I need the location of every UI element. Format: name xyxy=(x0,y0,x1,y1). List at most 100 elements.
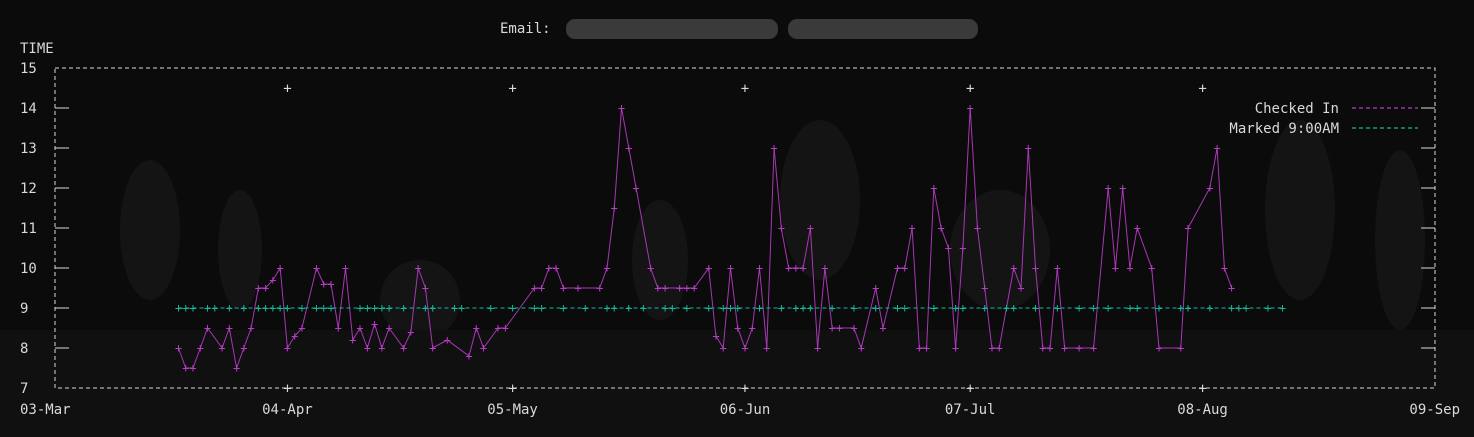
checked-in-point: + xyxy=(327,277,334,291)
marked-point: + xyxy=(1090,301,1097,315)
checked-in-point: + xyxy=(444,333,451,347)
marked-point: + xyxy=(320,301,327,315)
checked-in-point: + xyxy=(1206,181,1213,195)
marked-point: + xyxy=(981,301,988,315)
checked-in-point: + xyxy=(313,261,320,275)
checked-in-point: + xyxy=(1155,341,1162,355)
checked-in-point: + xyxy=(298,321,305,335)
checked-in-point: + xyxy=(756,261,763,275)
marked-point: + xyxy=(756,301,763,315)
checked-in-point: + xyxy=(1090,341,1097,355)
checked-in-point: + xyxy=(799,261,806,275)
marked-point: + xyxy=(422,301,429,315)
checked-in-point: + xyxy=(712,329,719,343)
x-tick-label: 08-Aug xyxy=(1177,402,1228,418)
checked-in-point: + xyxy=(821,261,828,275)
checked-in-point: + xyxy=(1061,341,1068,355)
checked-in-point: + xyxy=(778,221,785,235)
checked-in-point: + xyxy=(727,261,734,275)
checked-in-point: + xyxy=(277,261,284,275)
marked-point: + xyxy=(356,301,363,315)
marked-point: + xyxy=(364,301,371,315)
checked-in-point: + xyxy=(734,321,741,335)
checked-in-point: + xyxy=(320,277,327,291)
checked-in-point: + xyxy=(175,341,182,355)
marked-point: + xyxy=(298,301,305,315)
checked-in-point: + xyxy=(545,261,552,275)
marked-point: + xyxy=(640,301,647,315)
x-tick-mark-bottom: + xyxy=(283,381,291,397)
checked-in-point: + xyxy=(335,321,342,335)
marked-point: + xyxy=(930,301,937,315)
checked-in-point: + xyxy=(502,321,509,335)
checked-in-point: + xyxy=(996,341,1003,355)
checked-in-point: + xyxy=(531,281,538,295)
background-silhouette xyxy=(1265,120,1335,300)
marked-point: + xyxy=(175,301,182,315)
marked-point: + xyxy=(734,301,741,315)
checked-in-point: + xyxy=(378,341,385,355)
checked-in-point: + xyxy=(1010,261,1017,275)
background-silhouette xyxy=(632,200,688,320)
marked-point: + xyxy=(850,301,857,315)
background-silhouette xyxy=(780,120,860,280)
marked-point: + xyxy=(959,301,966,315)
checked-in-point: + xyxy=(473,321,480,335)
marked-point: + xyxy=(1032,301,1039,315)
checked-in-point: + xyxy=(1134,221,1141,235)
marked-point: + xyxy=(611,301,618,315)
checked-in-point: + xyxy=(603,261,610,275)
x-tick-mark-bottom: + xyxy=(1198,381,1206,397)
marked-point: + xyxy=(1126,301,1133,315)
checked-in-point: + xyxy=(930,181,937,195)
checked-in-point: + xyxy=(741,341,748,355)
checked-in-point: + xyxy=(189,361,196,375)
marked-point: + xyxy=(226,301,233,315)
checked-in-point: + xyxy=(349,333,356,347)
marked-point: + xyxy=(458,301,465,315)
marked-point: + xyxy=(727,301,734,315)
marked-point: + xyxy=(378,301,385,315)
checked-in-point: + xyxy=(785,261,792,275)
x-tick-mark-top: + xyxy=(283,81,291,97)
marked-point: + xyxy=(371,301,378,315)
checked-in-point: + xyxy=(1105,181,1112,195)
checked-in-point: + xyxy=(385,321,392,335)
marked-point: + xyxy=(720,301,727,315)
checked-in-point: + xyxy=(1126,261,1133,275)
checked-in-point: + xyxy=(204,321,211,335)
marked-point: + xyxy=(1054,301,1061,315)
marked-point: + xyxy=(661,301,668,315)
checked-in-point: + xyxy=(937,221,944,235)
marked-point: + xyxy=(872,301,879,315)
x-tick-label: 09-Sep xyxy=(1409,402,1460,418)
x-tick-mark-top: + xyxy=(1198,81,1206,97)
marked-point: + xyxy=(211,301,218,315)
checked-in-point: + xyxy=(959,241,966,255)
y-tick-label: 8 xyxy=(20,341,28,357)
marked-point: + xyxy=(240,301,247,315)
checked-in-point: + xyxy=(618,101,625,115)
marked-point: + xyxy=(1134,301,1141,315)
checked-in-point: + xyxy=(233,361,240,375)
y-axis-label: TIME xyxy=(20,41,54,57)
marked-point: + xyxy=(255,301,262,315)
checked-in-point: + xyxy=(611,201,618,215)
checked-in-point: + xyxy=(661,281,668,295)
checked-in-point: + xyxy=(371,317,378,331)
checked-in-point: + xyxy=(908,221,915,235)
checked-in-point: + xyxy=(916,341,923,355)
checked-in-point: + xyxy=(683,281,690,295)
checked-in-point: + xyxy=(1184,221,1191,235)
y-tick-label: 11 xyxy=(20,221,37,237)
marked-point: + xyxy=(1177,301,1184,315)
checked-in-point: + xyxy=(356,321,363,335)
checked-in-point: + xyxy=(647,261,654,275)
marked-point: + xyxy=(807,301,814,315)
marked-point: + xyxy=(1206,301,1213,315)
marked-point: + xyxy=(451,301,458,315)
marked-point: + xyxy=(683,301,690,315)
checked-in-point: + xyxy=(218,341,225,355)
